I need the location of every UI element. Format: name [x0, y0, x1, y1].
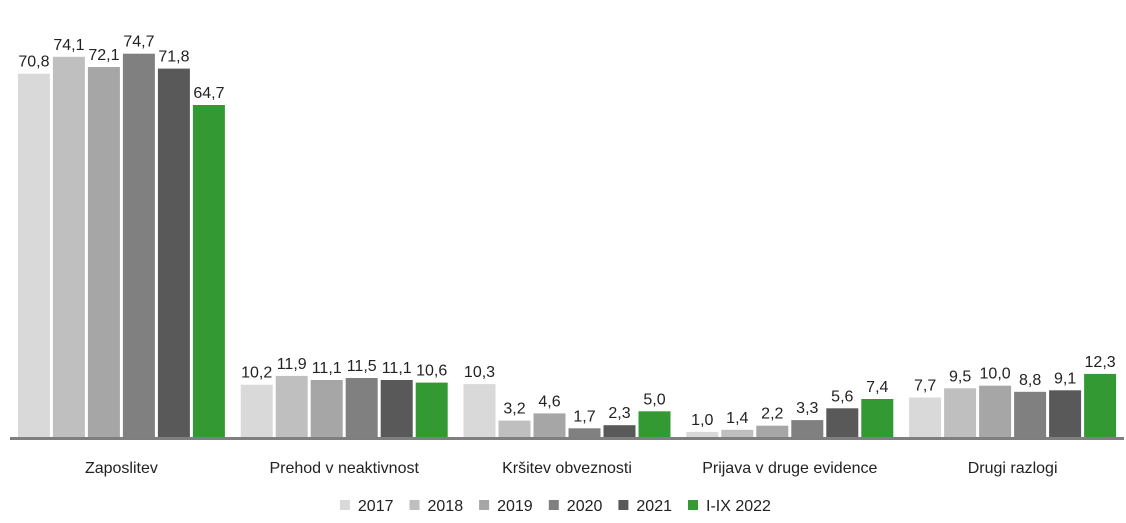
data-label: 10,3: [464, 364, 495, 381]
legend-swatch: [688, 500, 698, 510]
data-label: 12,3: [1085, 354, 1116, 371]
bar-2019-3: [756, 425, 789, 437]
legend-item: 2017: [339, 498, 394, 515]
legend-swatch: [479, 500, 490, 510]
bar-2021-1: [380, 380, 413, 437]
data-label: 9,1: [1054, 370, 1076, 387]
legend-item: I-IX 2022: [688, 498, 771, 515]
bar-2017-4: [909, 397, 942, 437]
bar-2018-3: [721, 429, 754, 437]
data-label: 11,1: [312, 360, 342, 377]
bar-i-ix-2022-1: [415, 382, 448, 437]
data-label: 7,4: [866, 379, 888, 396]
data-label: 10,6: [416, 363, 447, 380]
category-label: Kršitev obveznosti: [502, 460, 632, 477]
data-label: 70,8: [18, 54, 49, 71]
data-label: 11,1: [382, 360, 412, 377]
legend-item: 2019: [479, 498, 533, 515]
bar-2017-1: [240, 384, 273, 437]
data-label: 11,5: [347, 358, 377, 375]
legend-label: 2020: [567, 498, 603, 515]
data-label: 10,2: [241, 365, 272, 382]
legend: 2017 2018 2019 2020 2021 I-IX 2022: [339, 498, 771, 515]
legend-label: 2017: [358, 498, 394, 515]
bar-i-ix-2022-3: [861, 399, 894, 437]
bar-2019-2: [533, 413, 566, 437]
bar-i-ix-2022-2: [638, 411, 671, 437]
bar-2018-4: [944, 388, 977, 438]
bar-2019-1: [310, 380, 343, 437]
category-label: Prijava v druge evidence: [702, 460, 877, 477]
bar-2019-4: [979, 385, 1012, 437]
bar-2021-3: [826, 408, 859, 437]
bar-2017-3: [686, 431, 719, 437]
bar-2021-0: [157, 68, 190, 437]
data-label: 3,2: [503, 401, 525, 418]
data-label: 1,0: [691, 412, 713, 429]
bar-2018-0: [52, 56, 85, 438]
data-label: 5,6: [831, 388, 853, 405]
legend-item: 2020: [548, 498, 603, 515]
value-labels-group: 70,874,172,174,771,8 64,7 10,2 11,9 11,1 11,5…: [18, 34, 1115, 429]
bar-2017-2: [463, 384, 496, 437]
category-label: Prehod v neaktivnost: [269, 460, 419, 477]
legend-swatch: [618, 500, 629, 510]
legend-item: 2021: [618, 498, 672, 515]
bar-2019-0: [87, 67, 120, 437]
legend-swatch: [339, 500, 350, 510]
bar-2018-1: [275, 375, 308, 437]
data-label: 71,8: [158, 49, 189, 66]
legend-label: I-IX 2022: [706, 498, 771, 515]
bar-2018-2: [498, 420, 531, 437]
bar-2020-1: [345, 378, 378, 437]
bars-group: [17, 53, 1117, 438]
bar-i-ix-2022-0: [192, 105, 225, 437]
data-label: 74,7: [123, 34, 154, 51]
legend-item: 2018: [409, 498, 464, 515]
bar-2020-0: [122, 53, 155, 437]
category-label: Zaposlitev: [85, 460, 158, 477]
data-label: 9,5: [949, 368, 971, 385]
bar-2021-2: [603, 425, 636, 437]
legend-label: 2018: [428, 498, 464, 515]
data-label: 72,1: [88, 47, 119, 64]
data-label: 74,1: [53, 37, 84, 54]
data-label: 2,2: [761, 406, 783, 423]
bar-2021-4: [1049, 390, 1082, 437]
category-label: Drugi razlogi: [968, 460, 1058, 477]
data-label: 7,7: [914, 378, 936, 395]
bar-i-ix-2022-4: [1084, 373, 1117, 437]
data-label: 5,0: [643, 391, 665, 408]
data-label: 2,3: [608, 405, 630, 422]
bar-2020-3: [791, 420, 824, 437]
data-label: 1,4: [726, 410, 748, 427]
data-label: 10,0: [980, 366, 1011, 383]
category-labels-group: Zaposlitev Prehod v neaktivnost Kršitev ob…: [85, 460, 1058, 477]
data-label: 3,3: [796, 400, 818, 417]
data-label: 64,7: [193, 85, 224, 102]
legend-label: 2019: [497, 498, 533, 515]
bar-2020-4: [1014, 391, 1047, 437]
data-label: 8,8: [1019, 372, 1041, 389]
data-label: 11,9: [277, 356, 307, 373]
data-label: 1,7: [573, 408, 595, 425]
bar-2020-2: [568, 428, 601, 437]
legend-label: 2021: [636, 498, 672, 515]
legend-swatch: [409, 500, 420, 510]
legend-swatch: [548, 500, 559, 510]
bar-2017-0: [17, 73, 50, 437]
data-label: 4,6: [538, 393, 560, 410]
